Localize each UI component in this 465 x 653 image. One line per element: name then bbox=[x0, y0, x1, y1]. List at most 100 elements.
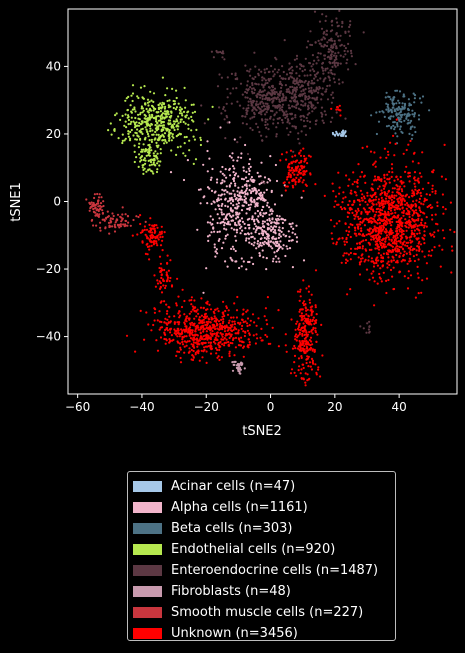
scatter-point bbox=[319, 52, 322, 55]
scatter-point bbox=[194, 328, 197, 331]
scatter-point bbox=[378, 203, 381, 206]
scatter-point bbox=[386, 150, 390, 153]
scatter-point bbox=[309, 74, 312, 77]
scatter-point bbox=[153, 117, 156, 120]
scatter-point bbox=[151, 114, 154, 117]
scatter-point bbox=[304, 317, 307, 321]
scatter-point bbox=[225, 102, 228, 105]
scatter-point bbox=[396, 191, 399, 194]
scatter-point bbox=[207, 336, 210, 339]
scatter-point bbox=[326, 41, 329, 44]
scatter-point bbox=[299, 67, 302, 70]
scatter-point bbox=[399, 241, 402, 244]
scatter-point bbox=[163, 142, 166, 145]
scatter-point bbox=[415, 237, 418, 240]
scatter-point bbox=[177, 312, 180, 315]
scatter-point bbox=[175, 125, 178, 128]
scatter-point bbox=[397, 197, 400, 200]
scatter-point bbox=[287, 173, 290, 176]
scatter-point bbox=[165, 322, 168, 325]
scatter-point bbox=[180, 118, 183, 121]
scatter-point bbox=[262, 94, 266, 97]
scatter-point bbox=[181, 343, 185, 346]
scatter-point bbox=[246, 317, 250, 320]
scatter-point bbox=[401, 236, 404, 239]
scatter-point bbox=[313, 107, 316, 110]
scatter-point bbox=[159, 110, 162, 113]
scatter-point bbox=[197, 350, 200, 353]
scatter-point bbox=[310, 311, 314, 314]
scatter-point bbox=[359, 223, 362, 226]
scatter-point bbox=[270, 229, 273, 232]
scatter-point bbox=[221, 311, 224, 314]
scatter-point bbox=[374, 236, 378, 239]
scatter-point bbox=[375, 111, 378, 114]
scatter-point bbox=[395, 194, 398, 197]
scatter-point bbox=[311, 91, 314, 94]
scatter-point bbox=[266, 102, 269, 105]
scatter-point bbox=[396, 135, 399, 138]
scatter-point bbox=[372, 265, 376, 268]
scatter-point bbox=[199, 306, 203, 309]
scatter-point bbox=[152, 158, 155, 161]
scatter-point bbox=[375, 242, 378, 245]
scatter-point bbox=[378, 272, 381, 276]
scatter-point bbox=[291, 125, 294, 128]
scatter-point bbox=[121, 213, 124, 216]
scatter-point bbox=[178, 335, 181, 338]
scatter-point bbox=[302, 170, 305, 173]
scatter-point bbox=[361, 245, 364, 248]
scatter-point bbox=[239, 232, 242, 235]
scatter-point bbox=[183, 136, 186, 139]
scatter-point bbox=[305, 358, 309, 361]
scatter-point bbox=[248, 227, 251, 230]
scatter-point bbox=[335, 54, 338, 58]
scatter-point bbox=[412, 219, 415, 222]
scatter-point bbox=[226, 190, 229, 194]
scatter-point bbox=[149, 227, 152, 230]
scatter-point bbox=[218, 348, 221, 352]
scatter-point bbox=[314, 269, 318, 272]
scatter-point bbox=[216, 230, 219, 234]
scatter-point bbox=[264, 118, 267, 121]
scatter-point bbox=[272, 118, 275, 121]
scatter-point bbox=[217, 310, 220, 313]
scatter-point bbox=[232, 159, 235, 162]
scatter-point bbox=[363, 260, 366, 263]
scatter-point bbox=[176, 128, 179, 131]
scatter-point bbox=[295, 103, 298, 106]
scatter-point bbox=[436, 204, 439, 208]
scatter-point bbox=[374, 178, 377, 181]
scatter-point bbox=[166, 99, 169, 103]
scatter-point bbox=[263, 199, 266, 202]
scatter-point bbox=[265, 268, 268, 271]
scatter-point bbox=[361, 199, 364, 202]
scatter-point bbox=[372, 260, 375, 263]
scatter-point bbox=[392, 236, 395, 239]
scatter-point bbox=[243, 198, 246, 202]
scatter-point bbox=[265, 126, 268, 129]
scatter-point bbox=[257, 106, 260, 109]
scatter-point bbox=[150, 99, 153, 102]
scatter-point bbox=[297, 178, 300, 181]
scatter-point bbox=[158, 231, 162, 234]
scatter-point bbox=[249, 191, 253, 195]
scatter-point bbox=[303, 155, 306, 158]
scatter-point bbox=[116, 213, 120, 216]
y-tick-label: 20 bbox=[46, 127, 61, 141]
scatter-point bbox=[159, 152, 162, 155]
scatter-point bbox=[156, 146, 159, 149]
scatter-point bbox=[119, 118, 122, 121]
scatter-point bbox=[282, 233, 285, 236]
scatter-point bbox=[297, 137, 300, 141]
scatter-point bbox=[284, 84, 287, 87]
scatter-point bbox=[165, 303, 168, 306]
scatter-point bbox=[376, 247, 379, 250]
scatter-point bbox=[170, 110, 173, 113]
scatter-point bbox=[114, 226, 117, 229]
scatter-point bbox=[166, 261, 169, 265]
scatter-point bbox=[183, 340, 186, 343]
scatter-point bbox=[192, 343, 195, 347]
scatter-point bbox=[264, 333, 267, 337]
scatter-point bbox=[240, 361, 243, 364]
